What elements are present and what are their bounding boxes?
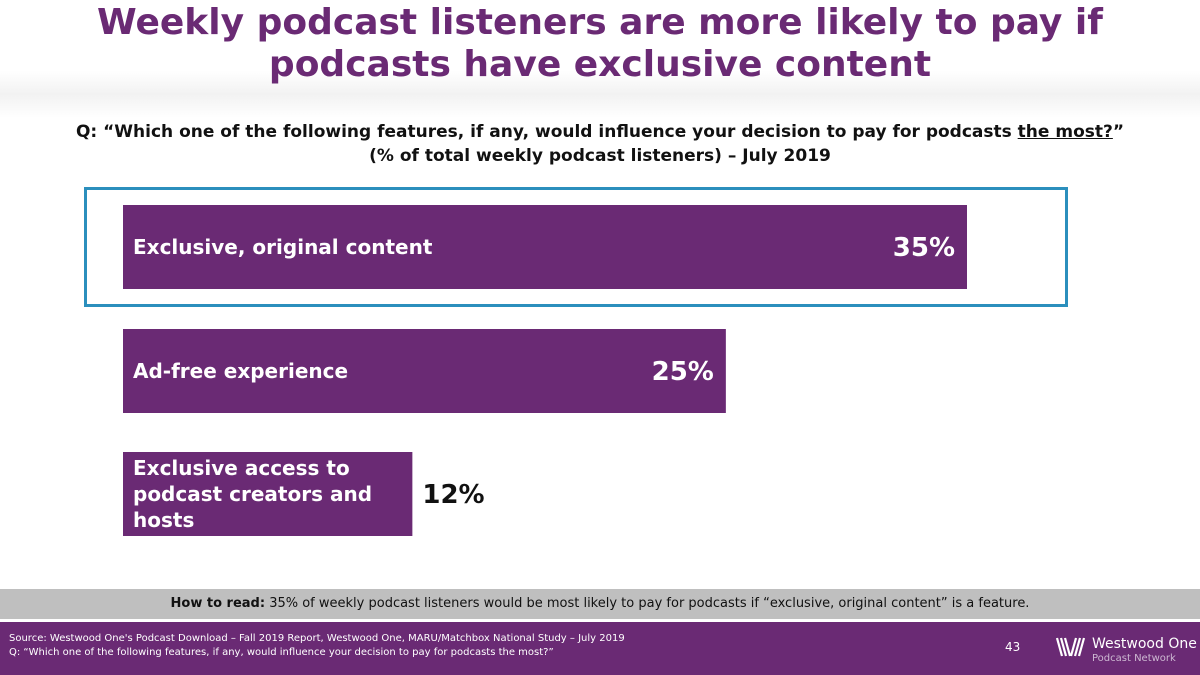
title-band [0, 0, 1200, 118]
question-emphasis: the most? [1017, 122, 1113, 142]
source-line-1: Source: Westwood One's Podcast Download … [9, 633, 625, 644]
question-prefix: Q: “Which one of the following features,… [75, 122, 1018, 142]
bar [123, 205, 967, 289]
logo-subtitle: Podcast Network [1092, 653, 1176, 664]
how-to-read-label: How to read: [170, 596, 266, 611]
value-label: 12% [422, 480, 484, 510]
logo-name: Westwood One [1092, 636, 1197, 652]
logo: Westwood One Podcast Network [1056, 636, 1197, 666]
bar [123, 452, 413, 536]
how-to-read-band: How to read: 35% of weekly podcast liste… [0, 589, 1200, 619]
category-label: Exclusive access to podcast creators and h… [133, 456, 372, 532]
source-note: Source: Westwood One's Podcast Download … [9, 632, 625, 660]
value-label: 35% [893, 233, 955, 263]
question-line: Q: “Which one of the following features,… [0, 120, 1200, 144]
question-suffix: ” [1112, 122, 1125, 142]
chart-question: Q: “Which one of the following features,… [0, 120, 1200, 168]
page-number: 43 [1005, 640, 1021, 654]
category-label: Ad-free experience [133, 359, 348, 383]
westwood-one-logo-icon [1056, 637, 1086, 657]
source-line-2: Q: “Which one of the following features,… [9, 647, 554, 658]
footer: Source: Westwood One's Podcast Download … [0, 622, 1200, 675]
bar [123, 329, 726, 413]
highlight-box [84, 187, 1068, 307]
category-label: Exclusive, original content [133, 235, 433, 259]
value-label: 25% [652, 357, 714, 387]
how-to-read-text: 35% of weekly podcast listeners would be… [269, 596, 1030, 611]
question-subtitle: (% of total weekly podcast listeners) – … [369, 146, 831, 166]
page-title: Weekly podcast listeners are more likely… [97, 2, 1103, 85]
